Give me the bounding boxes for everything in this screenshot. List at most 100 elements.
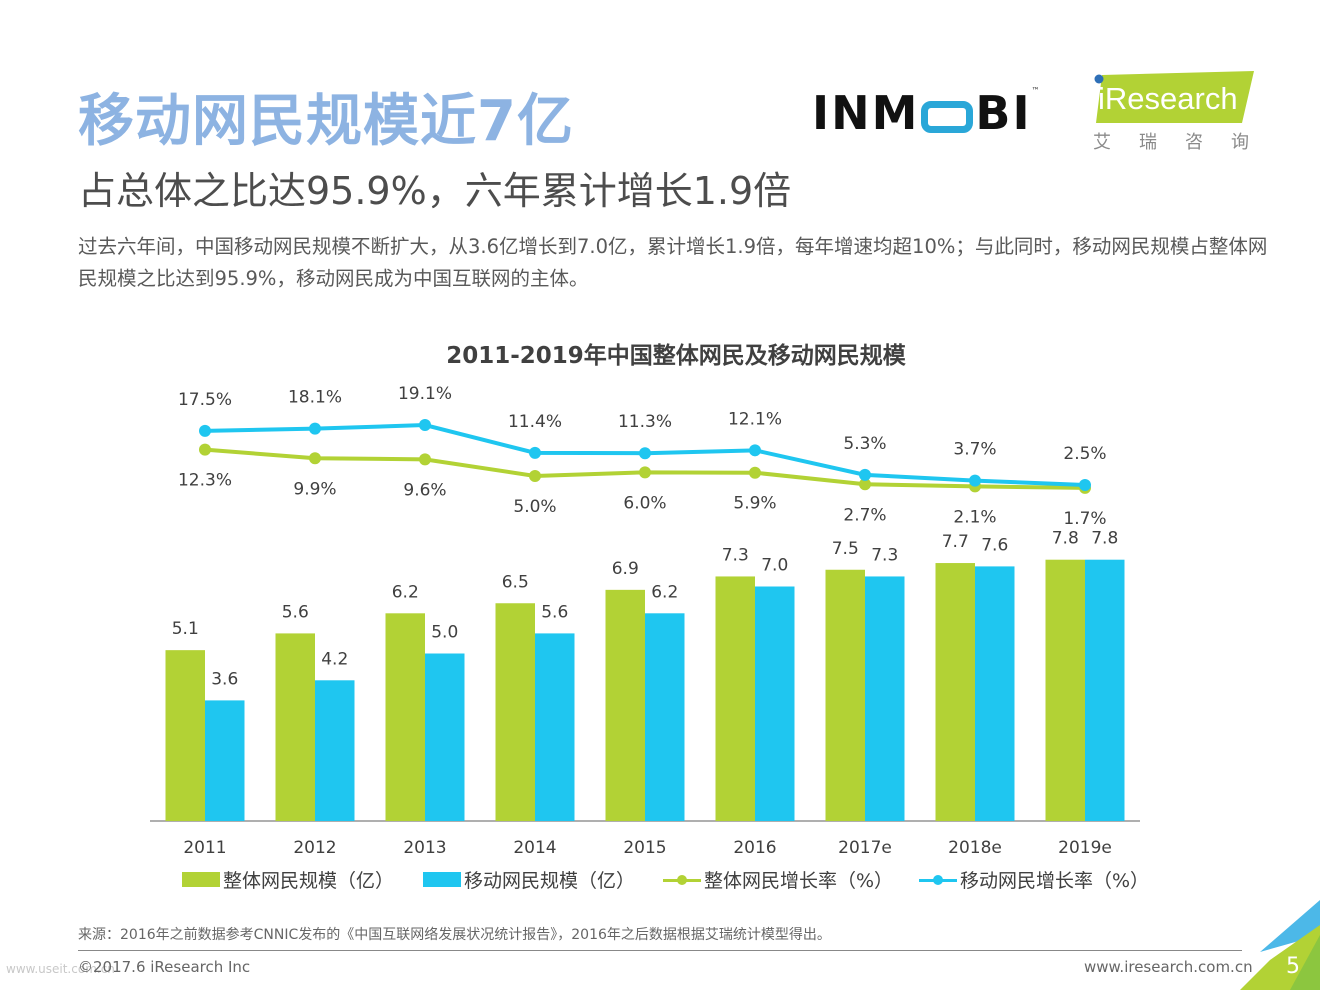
line-label-mobile-growth: 11.3% [618,412,672,432]
point-mobile-growth [859,468,871,481]
point-total-growth [749,466,761,479]
bar-label-mobile: 3.6 [211,669,238,689]
line-label-total-growth: 1.7% [1063,509,1106,529]
x-tick-label: 2016 [733,838,776,858]
bar-label-mobile: 7.8 [1091,529,1118,549]
line-label-total-growth: 5.0% [513,497,556,517]
bar-total-size [275,633,315,821]
bar-total-size [715,576,755,821]
point-mobile-growth [419,419,431,432]
point-mobile-growth [1079,478,1091,491]
watermark: www.useit.com.cn [6,962,115,976]
line-label-total-growth: 9.6% [403,480,446,500]
x-tick-label: 2015 [623,838,666,858]
footer-divider [78,950,1242,951]
bar-label-total: 6.2 [392,582,419,602]
bar-label-total: 6.5 [502,572,529,592]
bar-mobile-size [315,680,355,821]
line-group [199,419,1091,494]
point-total-growth [199,443,211,456]
legend-item-mobile-growth: 移动网民增长率（%） [919,866,1149,893]
line-label-total-growth: 12.3% [178,471,232,491]
point-mobile-growth [199,424,211,437]
copyright-text: ©2017.6 iResearch Inc [78,958,251,976]
bar-mobile-size [205,700,245,821]
line-label-total-growth: 2.7% [843,505,886,525]
inmobi-o-icon [921,101,974,133]
label-group: 2011 2012 2013 2014 2015 2016 2017e 2018e 2019e 5… [172,384,1119,858]
point-mobile-growth [309,422,321,435]
bar-mobile-size [425,653,465,821]
iresearch-dot-icon [1094,74,1104,84]
line-label-total-growth: 2.1% [953,507,996,527]
bar-group [165,559,1125,821]
x-tick-label: 2014 [513,838,556,858]
line-label-total-growth: 5.9% [733,494,776,514]
line-label-mobile-growth: 12.1% [728,409,782,429]
point-mobile-growth [749,444,761,457]
bar-mobile-size [865,576,905,821]
line-label-mobile-growth: 3.7% [953,440,996,460]
bar-total-size [165,650,205,821]
bar-label-mobile: 5.6 [541,602,568,622]
x-tick-label: 2013 [403,838,446,858]
point-total-growth [529,469,541,482]
iresearch-logo-cn: 艾瑞咨询 [1093,132,1277,153]
point-total-growth [309,452,321,465]
line-label-total-growth: 6.0% [623,493,666,513]
bar-total-size [605,589,645,821]
page-title: 移动网民规模近7亿 [78,89,574,154]
inmobi-logo-text-post: BI [975,86,1032,140]
bar-mobile-size [1085,559,1125,821]
trademark-mark: ™ [1031,86,1042,95]
legend-label: 移动网民增长率（%） [960,870,1150,892]
point-total-growth [859,478,871,491]
bar-mobile-size [755,586,795,821]
x-tick-label: 2019e [1058,838,1112,858]
line-label-total-growth: 9.9% [293,479,336,499]
iresearch-logo-bg [1096,71,1254,123]
point-total-growth [639,466,651,479]
bar-total-size [495,603,535,821]
chart-title: 2011-2019年中国整体网民及移动网民规模 [446,343,906,369]
website-link[interactable]: www.iresearch.com.cn [1084,958,1253,976]
bar-label-total: 5.1 [172,619,199,639]
line-label-mobile-growth: 19.1% [398,384,452,404]
bar-label-total: 7.7 [942,532,969,552]
legend-item-mobile-size: 移动网民规模（亿） [423,866,635,893]
legend-swatch-green-line [663,873,701,887]
bar-mobile-size [535,633,575,821]
bar-label-total: 7.8 [1052,529,1079,549]
legend-swatch-blue-bar [423,872,461,887]
x-tick-label: 2011 [183,838,226,858]
x-tick-label: 2018e [948,838,1002,858]
line-label-mobile-growth: 5.3% [843,434,886,454]
point-total-growth [419,453,431,466]
line-label-mobile-growth: 17.5% [178,390,232,410]
legend-item-total-growth: 整体网民增长率（%） [663,866,893,893]
page-subtitle: 占总体之比达95.9%，六年累计增长1.9倍 [78,169,792,213]
bar-label-mobile: 6.2 [651,582,678,602]
page-number: 5 [1286,954,1300,979]
bar-total-size [825,569,865,821]
bar-total-size [385,613,425,821]
legend-swatch-green-bar [182,872,220,887]
corner-darkgreen-shape [1290,935,1320,990]
x-tick-label: 2012 [293,838,336,858]
iresearch-logo: iResearch [1094,71,1254,123]
inmobi-logo: INM BI™ [812,86,1042,140]
bar-label-mobile: 7.6 [981,535,1008,555]
line-label-mobile-growth: 2.5% [1063,444,1106,464]
inmobi-logo-text-pre: INM [812,86,920,140]
bar-mobile-size [645,613,685,821]
bar-label-total: 5.6 [282,602,309,622]
bar-label-mobile: 7.3 [871,545,898,565]
bar-label-mobile: 7.0 [761,556,788,576]
source-footnote: 来源：2016年之前数据参考CNNIC发布的《中国互联网络发展状况统计报告》，2… [78,927,831,943]
legend-item-total-size: 整体网民规模（亿） [182,866,394,893]
bar-mobile-size [975,566,1015,821]
line-label-mobile-growth: 11.4% [508,412,562,432]
point-mobile-growth [969,474,981,487]
bar-label-mobile: 4.2 [321,649,348,669]
